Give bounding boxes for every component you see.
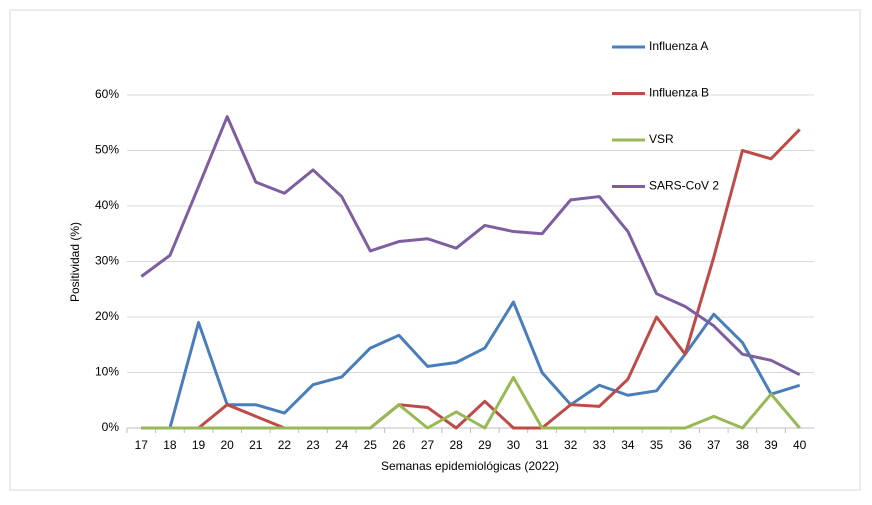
x-tick-label: 21 xyxy=(249,438,263,452)
x-tick-label: 35 xyxy=(650,438,664,452)
x-tick-label: 28 xyxy=(450,438,464,452)
x-tick-label: 40 xyxy=(793,438,807,452)
legend-label: Influenza A xyxy=(649,39,708,53)
x-tick-label: 39 xyxy=(764,438,778,452)
y-tick-label: 40% xyxy=(95,198,119,212)
x-tick-label: 19 xyxy=(192,438,206,452)
x-tick-label: 29 xyxy=(478,438,492,452)
legend-label: Influenza B xyxy=(649,86,709,100)
y-tick-label: 30% xyxy=(95,254,119,268)
x-tick-label: 37 xyxy=(707,438,721,452)
x-tick-label: 25 xyxy=(364,438,378,452)
x-tick-label: 32 xyxy=(564,438,578,452)
x-tick-label: 24 xyxy=(335,438,349,452)
x-tick-label: 22 xyxy=(278,438,292,452)
x-tick-label: 34 xyxy=(621,438,635,452)
y-tick-label: 20% xyxy=(95,309,119,323)
legend-label: VSR xyxy=(649,132,674,146)
y-axis-title: Positividad (%) xyxy=(68,222,82,302)
x-tick-label: 23 xyxy=(306,438,320,452)
x-axis-title: Semanas epidemiológicas (2022) xyxy=(381,459,559,473)
x-tick-label: 38 xyxy=(736,438,750,452)
x-tick-label: 27 xyxy=(421,438,435,452)
x-tick-label: 20 xyxy=(221,438,235,452)
x-tick-label: 18 xyxy=(163,438,177,452)
y-tick-label: 60% xyxy=(95,87,119,101)
x-tick-label: 17 xyxy=(135,438,149,452)
legend-label: SARS-CoV 2 xyxy=(649,179,719,193)
x-tick-label: 33 xyxy=(593,438,607,452)
series-line xyxy=(140,115,801,377)
x-tick-label: 30 xyxy=(507,438,521,452)
y-tick-label: 10% xyxy=(95,365,119,379)
series-line xyxy=(141,300,801,430)
x-tick-label: 31 xyxy=(535,438,549,452)
y-tick-label: 0% xyxy=(102,420,120,434)
y-tick-label: 50% xyxy=(95,143,119,157)
series-line xyxy=(141,375,801,430)
chart-frame xyxy=(9,9,861,491)
series-line xyxy=(141,128,801,430)
x-tick-label: 36 xyxy=(679,438,693,452)
x-tick-label: 26 xyxy=(392,438,406,452)
